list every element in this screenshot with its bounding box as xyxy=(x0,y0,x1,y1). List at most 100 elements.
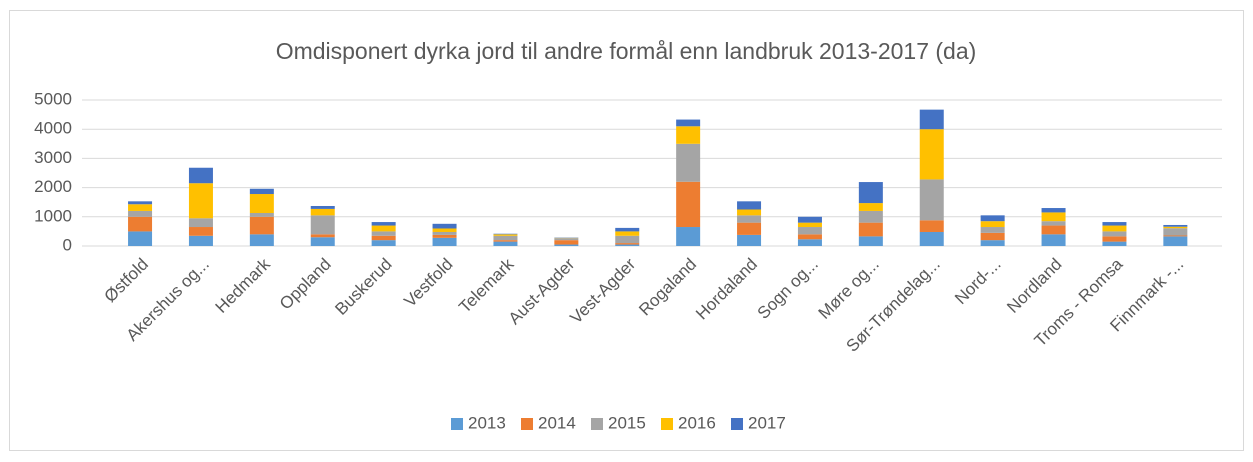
bar-segment xyxy=(128,201,152,204)
bar-segment xyxy=(433,232,457,235)
bar-segment xyxy=(433,235,457,238)
bar-segment xyxy=(372,231,396,235)
bar-segment xyxy=(676,144,700,182)
bar-segment xyxy=(981,240,1005,246)
bar-segment xyxy=(920,129,944,179)
bar-segment xyxy=(189,218,213,227)
bar-segment xyxy=(798,239,822,246)
bar-segment xyxy=(920,232,944,246)
bar-segment xyxy=(859,182,883,203)
bar-segment xyxy=(311,237,335,246)
bar-segment xyxy=(981,215,1005,221)
bar-segment xyxy=(493,234,517,235)
legend-swatch xyxy=(451,418,463,430)
bar-segment xyxy=(250,189,274,194)
bar-segment xyxy=(311,206,335,209)
bar-segment xyxy=(189,168,213,183)
bar-segment xyxy=(920,110,944,130)
bar-segment xyxy=(737,235,761,246)
bar-segment xyxy=(311,215,335,234)
legend-swatch xyxy=(661,418,673,430)
bar-segment xyxy=(676,126,700,144)
bar-segment xyxy=(1163,225,1187,227)
bar-segment xyxy=(676,227,700,246)
bar-segment xyxy=(493,242,517,246)
bar-segment xyxy=(128,204,152,211)
bar-segment xyxy=(737,210,761,216)
bar-segment xyxy=(433,224,457,229)
bar-segment xyxy=(1042,234,1066,246)
bar-segment xyxy=(1102,242,1126,246)
bar-segment xyxy=(615,243,639,244)
bar-segment xyxy=(250,217,274,235)
bar-segment xyxy=(981,221,1005,227)
y-tick-label: 4000 xyxy=(34,119,72,138)
legend-label: 2014 xyxy=(538,413,576,432)
bar-segment xyxy=(859,236,883,246)
bar-segment xyxy=(737,215,761,222)
bar-segment xyxy=(372,226,396,232)
legend-label: 2017 xyxy=(748,413,786,432)
bar-segment xyxy=(372,236,396,240)
legend-label: 2016 xyxy=(678,413,716,432)
bar-segment xyxy=(128,211,152,217)
legend-label: 2015 xyxy=(608,413,646,432)
bar-segment xyxy=(859,211,883,223)
bar-segment xyxy=(1163,235,1187,236)
bar-segment xyxy=(1102,222,1126,226)
bar-segment xyxy=(1102,226,1126,232)
y-tick-label: 1000 xyxy=(34,206,72,225)
bar-segment xyxy=(554,240,578,244)
bar-segment xyxy=(1163,228,1187,235)
bar-segment xyxy=(250,234,274,246)
bar-segment xyxy=(189,227,213,236)
legend-swatch xyxy=(591,418,603,430)
bar-segment xyxy=(554,245,578,246)
chart-title: Omdisponert dyrka jord til andre formål … xyxy=(276,38,977,64)
bar-segment xyxy=(676,182,700,227)
bar-segment xyxy=(920,220,944,232)
bar-segment xyxy=(372,240,396,246)
bar-segment xyxy=(189,236,213,246)
bar-segment xyxy=(372,222,396,226)
bar-segment xyxy=(1163,227,1187,228)
bar-segment xyxy=(981,233,1005,240)
bar-segment xyxy=(798,227,822,234)
y-tick-label: 3000 xyxy=(34,148,72,167)
bar-segment xyxy=(1042,221,1066,225)
bar-segment xyxy=(554,238,578,240)
bar-segment xyxy=(493,234,517,235)
bar-segment xyxy=(737,223,761,235)
bar-segment xyxy=(798,234,822,239)
bar-segment xyxy=(1163,236,1187,246)
bar-segment xyxy=(1102,236,1126,241)
bar-segment xyxy=(311,209,335,215)
bar-segment xyxy=(859,203,883,211)
bar-segment xyxy=(128,231,152,246)
legend-swatch xyxy=(731,418,743,430)
bar-segment xyxy=(981,227,1005,233)
bar-segment xyxy=(615,236,639,243)
bar-segment xyxy=(859,223,883,237)
bar-segment xyxy=(1042,208,1066,212)
bar-segment xyxy=(676,120,700,127)
legend-label: 2013 xyxy=(468,413,506,432)
y-tick-label: 5000 xyxy=(34,89,72,108)
y-tick-label: 2000 xyxy=(34,177,72,196)
legend-swatch xyxy=(521,418,533,430)
bar-segment xyxy=(311,234,335,237)
bar-segment xyxy=(493,236,517,240)
bar-segment xyxy=(615,231,639,235)
bar-segment xyxy=(128,217,152,232)
bar-segment xyxy=(737,201,761,209)
bar-segment xyxy=(189,183,213,218)
bar-segment xyxy=(1042,226,1066,235)
bar-segment xyxy=(615,228,639,232)
bar-segment xyxy=(1102,231,1126,236)
bar-segment xyxy=(433,228,457,232)
bar-segment xyxy=(433,238,457,246)
bar-segment xyxy=(250,213,274,217)
bar-segment xyxy=(615,245,639,246)
bar-segment xyxy=(798,217,822,223)
